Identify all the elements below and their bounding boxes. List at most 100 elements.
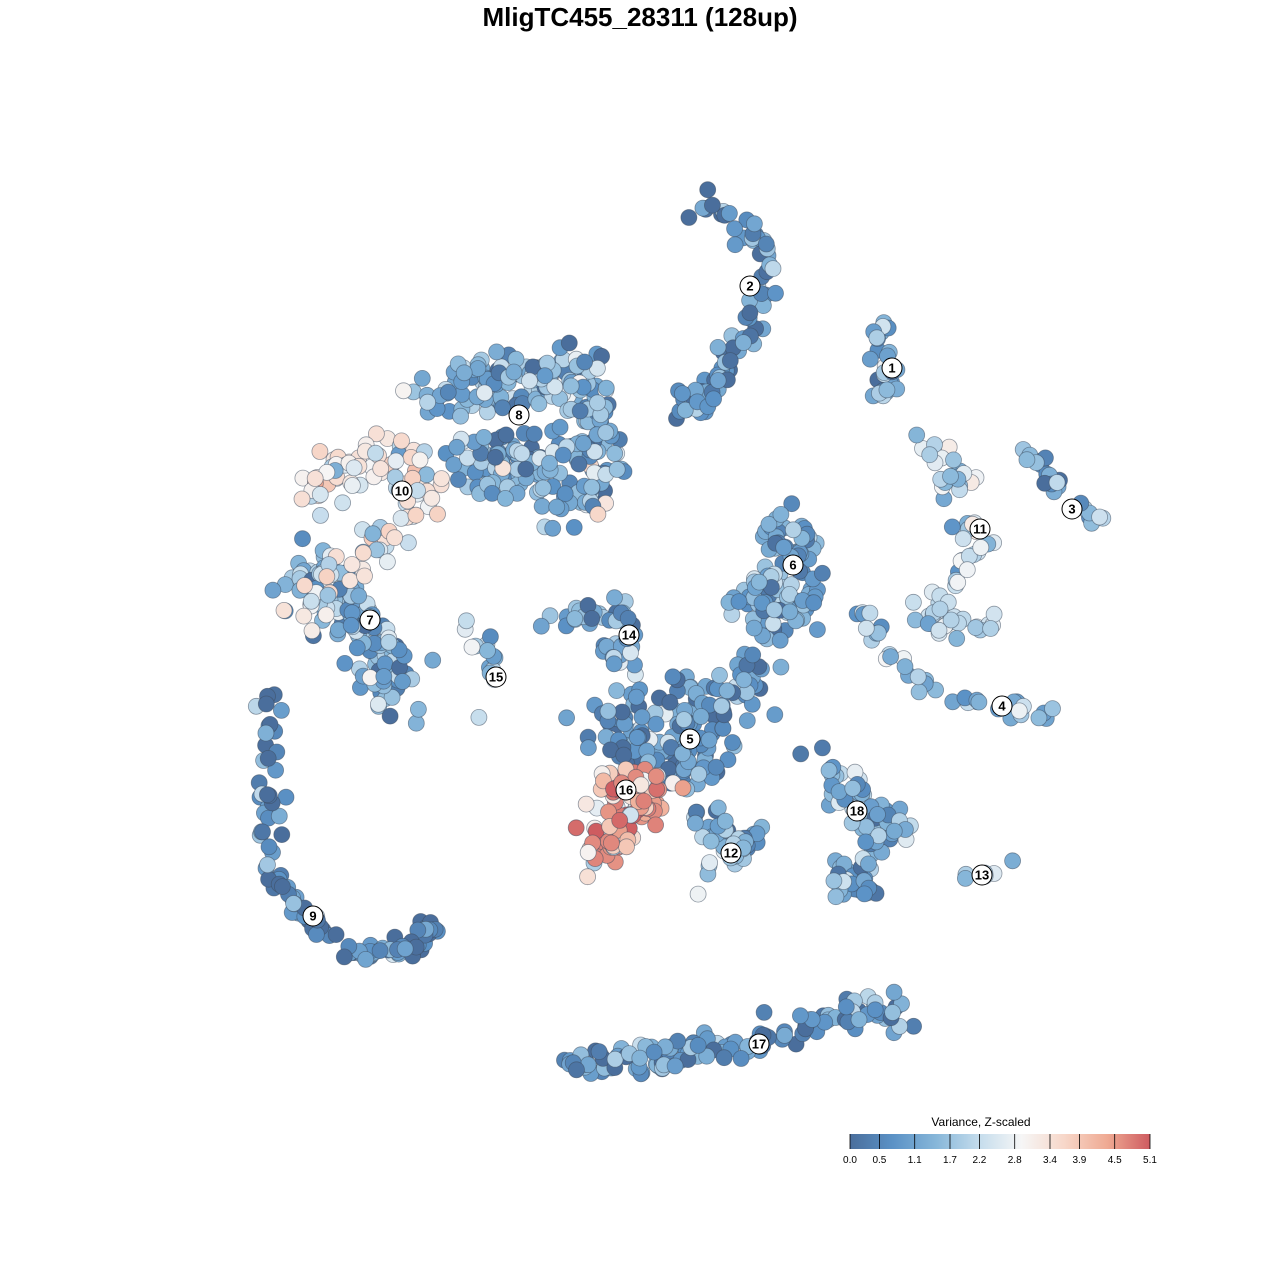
- cell-point: [721, 352, 739, 370]
- cluster-label-badge: [618, 624, 640, 646]
- cell-point: [375, 668, 393, 685]
- cell-point: [327, 926, 345, 943]
- cell-point: [448, 438, 466, 456]
- cell-point: [675, 711, 693, 728]
- cell-point: [294, 530, 311, 548]
- cluster-label-badge: [782, 554, 804, 576]
- cluster-label-text: 12: [724, 846, 738, 861]
- cell-point: [579, 868, 596, 886]
- cell-point: [1030, 709, 1048, 727]
- cell-point: [419, 393, 437, 411]
- cluster-label-3: 3: [1061, 498, 1083, 520]
- cell-point: [738, 712, 756, 729]
- cell-point: [532, 617, 550, 635]
- cell-point: [613, 703, 631, 721]
- cell-point: [369, 695, 387, 713]
- cell-point: [341, 572, 359, 589]
- cell-point: [702, 832, 720, 850]
- cell-point: [275, 602, 293, 619]
- cell-point: [784, 521, 802, 539]
- cell-point: [597, 379, 615, 397]
- cell-point: [335, 948, 353, 966]
- cell-point: [1048, 474, 1066, 491]
- cell-point: [567, 819, 585, 837]
- cluster-label-text: 1: [888, 361, 895, 376]
- cluster-label-badge: [748, 1033, 770, 1055]
- cell-point: [457, 612, 475, 630]
- cell-point: [570, 455, 588, 473]
- cell-point: [357, 951, 375, 968]
- cell-point: [783, 495, 801, 513]
- cell-point: [303, 622, 321, 640]
- cell-point: [856, 885, 873, 903]
- cell-point: [541, 454, 558, 472]
- cell-point: [343, 477, 361, 494]
- cell-point: [364, 525, 382, 543]
- cell-point: [293, 490, 311, 508]
- cell-point: [475, 428, 493, 446]
- cluster-label-badge: [881, 357, 903, 379]
- cell-point: [765, 601, 783, 619]
- cell-point: [686, 814, 704, 832]
- cell-point: [372, 460, 390, 478]
- cell-point: [709, 372, 727, 389]
- cell-point: [439, 383, 457, 401]
- cell-point: [497, 426, 515, 444]
- cell-point: [676, 401, 694, 419]
- cell-point: [713, 697, 730, 715]
- cell-point: [775, 539, 793, 556]
- cell-point: [972, 539, 990, 556]
- cell-point: [690, 765, 708, 783]
- cell-point: [878, 381, 896, 399]
- cell-point: [827, 888, 845, 906]
- cell-point: [285, 895, 303, 912]
- cluster-label-6: 6: [782, 554, 804, 576]
- cell-point: [910, 683, 928, 701]
- cell-point: [577, 795, 595, 813]
- cell-point: [707, 758, 725, 776]
- cell-point: [264, 581, 282, 599]
- cell-point: [302, 592, 320, 610]
- cell-point: [470, 709, 488, 726]
- cell-point: [334, 494, 352, 512]
- cell-point: [755, 1004, 773, 1021]
- cell-point: [558, 709, 575, 727]
- cell-point: [395, 382, 412, 400]
- cell-point: [1004, 852, 1021, 870]
- cell-point: [689, 885, 707, 903]
- cell-point: [837, 998, 855, 1016]
- cell-point: [746, 215, 763, 233]
- cell-point: [611, 812, 629, 829]
- cell-point: [496, 489, 514, 507]
- cell-point: [700, 731, 718, 749]
- cell-point: [387, 452, 405, 470]
- cell-point: [741, 304, 759, 322]
- cell-point: [544, 519, 562, 537]
- cell-point: [608, 461, 626, 478]
- cell-point: [909, 668, 927, 686]
- cell-point: [709, 338, 727, 356]
- cell-point: [896, 658, 914, 675]
- cell-point: [869, 806, 886, 823]
- cell-point: [603, 834, 620, 852]
- cell-point: [530, 395, 548, 413]
- cell-point: [554, 446, 572, 464]
- cell-point: [273, 826, 291, 843]
- cell-point: [885, 822, 903, 840]
- cell-point: [380, 633, 398, 651]
- cell-point: [608, 682, 625, 699]
- cell-point: [583, 478, 601, 496]
- cluster-label-text: 11: [973, 522, 987, 537]
- cell-point: [692, 708, 710, 725]
- cluster-label-text: 6: [789, 558, 796, 573]
- cell-point: [336, 655, 354, 672]
- legend-tick-label: 0.5: [872, 1155, 886, 1166]
- cell-point: [776, 1027, 793, 1044]
- cell-point: [921, 446, 939, 464]
- cell-point: [590, 1043, 608, 1060]
- cell-point: [449, 471, 467, 489]
- cell-point: [345, 459, 363, 477]
- cell-point: [481, 628, 499, 646]
- cell-point: [861, 604, 879, 622]
- cell-point: [589, 394, 606, 412]
